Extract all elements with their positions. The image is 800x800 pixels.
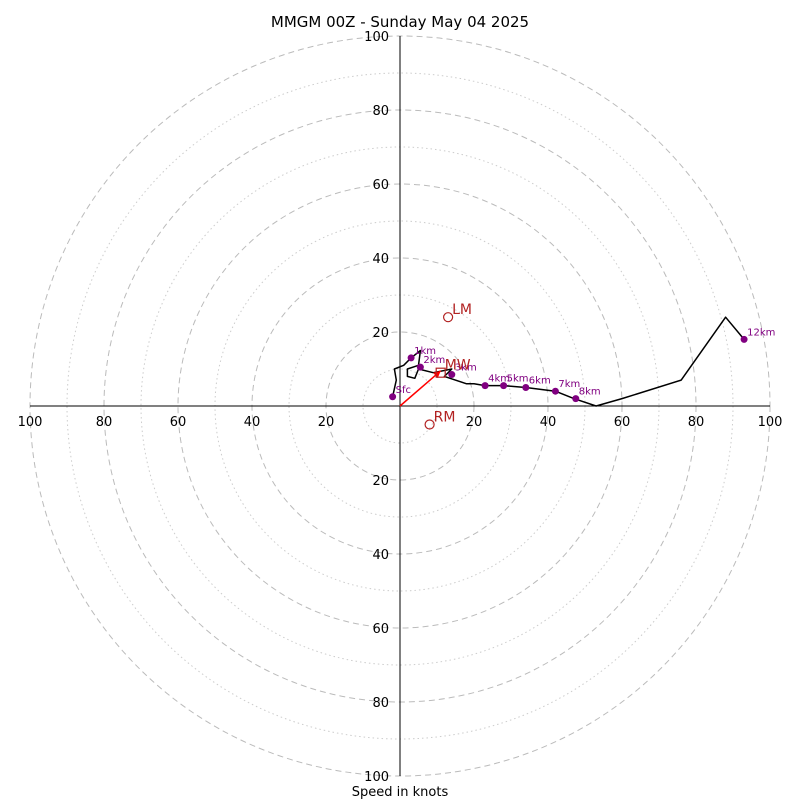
height-marker-point xyxy=(551,387,559,395)
tick-label-right: 80 xyxy=(688,415,705,430)
height-marker-label: 5km xyxy=(507,374,529,385)
shear-vector xyxy=(399,370,442,407)
tick-label-right: 100 xyxy=(758,415,783,430)
tick-label-top: 100 xyxy=(364,30,389,45)
tick-label-left: 20 xyxy=(318,415,335,430)
height-marker-label: 2km xyxy=(423,355,445,366)
height-marker-label: 6km xyxy=(529,376,551,387)
height-marker-point xyxy=(572,395,580,403)
tick-label-right: 60 xyxy=(614,415,631,430)
storm-motion-label: LM xyxy=(452,302,472,318)
height-marker-label: 7km xyxy=(558,379,580,390)
tick-label-bottom: 20 xyxy=(372,474,389,489)
height-marker-point xyxy=(522,384,530,391)
height-marker-point xyxy=(481,382,489,390)
height-marker-point xyxy=(407,354,415,362)
tick-label-left: 100 xyxy=(18,415,43,430)
height-marker-label: 4km xyxy=(488,374,510,385)
tick-label-left: 80 xyxy=(96,415,113,430)
height-marker-point xyxy=(500,382,508,390)
height-marker-point xyxy=(389,393,397,401)
tick-label-right: 40 xyxy=(540,415,557,430)
height-marker-label: 8km xyxy=(579,387,601,398)
storm-motion-marker xyxy=(435,367,446,378)
tick-label-top: 60 xyxy=(372,178,389,193)
tick-label-top: 40 xyxy=(372,252,389,267)
height-marker-label: 1km xyxy=(414,346,436,357)
tick-label-bottom: 100 xyxy=(364,770,389,785)
storm-motion-marker xyxy=(443,312,454,323)
storm-motion-marker xyxy=(424,419,435,430)
height-marker-point xyxy=(416,363,424,371)
tick-label-bottom: 60 xyxy=(372,622,389,637)
height-marker-label: 12km xyxy=(747,327,775,338)
shear-vector-head xyxy=(433,370,441,379)
height-marker-label: 3km xyxy=(455,363,477,374)
tick-label-top: 20 xyxy=(372,326,389,341)
x-axis-label: Speed in knots xyxy=(352,785,449,800)
height-marker-point xyxy=(448,371,456,379)
storm-motion-label: RM xyxy=(434,410,456,426)
tick-label-top: 80 xyxy=(372,104,389,119)
storm-motion-label: MW xyxy=(445,358,471,374)
chart-title: MMGM 00Z - Sunday May 04 2025 xyxy=(271,13,529,31)
height-marker-point xyxy=(740,335,748,343)
tick-label-right: 20 xyxy=(466,415,483,430)
height-marker-label: Sfc xyxy=(396,385,411,396)
tick-label-left: 40 xyxy=(244,415,261,430)
storm-motion-markers: LM RM MW xyxy=(424,302,472,430)
tick-label-bottom: 40 xyxy=(372,548,389,563)
tick-label-left: 60 xyxy=(170,415,187,430)
tick-label-bottom: 80 xyxy=(372,696,389,711)
tick-labels: 100 80 60 40 20 20 40 60 80 100 20 40 60 80 100 20 40 60 8… xyxy=(18,30,783,785)
